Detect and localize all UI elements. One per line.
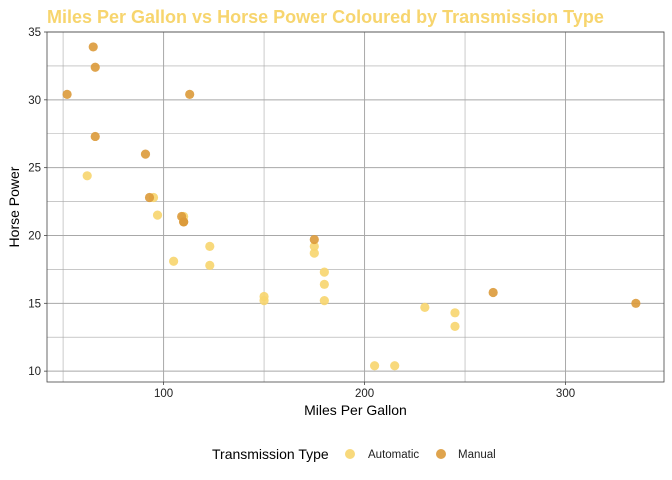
- data-point-automatic: [169, 256, 179, 266]
- x-axis: 100 200 300: [154, 382, 575, 400]
- y-tick-label: 10: [28, 366, 41, 378]
- chart-title: Miles Per Gallon vs Horse Power Coloured…: [47, 7, 604, 27]
- y-axis-title: Horse Power: [6, 166, 22, 247]
- legend-label-automatic: Automatic: [368, 449, 419, 461]
- data-point-manual: [631, 298, 641, 308]
- data-point-manual: [140, 149, 151, 159]
- data-points: [62, 42, 641, 371]
- grid: [47, 31, 664, 382]
- data-point-manual: [62, 89, 72, 100]
- y-tick-label: 30: [28, 95, 41, 107]
- data-point-automatic: [450, 321, 460, 331]
- legend: Transmission Type Automatic Manual: [212, 446, 496, 462]
- data-point-manual: [177, 211, 187, 222]
- legend-title: Transmission Type: [212, 446, 329, 462]
- data-point-automatic: [205, 260, 215, 270]
- data-point-manual: [185, 89, 195, 100]
- y-tick-label: 20: [28, 230, 41, 242]
- y-tick-label: 15: [28, 298, 41, 310]
- x-tick-label: 100: [154, 388, 173, 400]
- data-point-manual: [309, 234, 319, 245]
- data-point-automatic: [319, 296, 329, 306]
- legend-key-manual: [436, 449, 446, 459]
- x-tick-label: 300: [556, 388, 575, 400]
- data-point-manual: [90, 131, 100, 142]
- y-tick-label: 25: [28, 163, 41, 175]
- data-point-automatic: [82, 171, 92, 181]
- x-axis-title: Miles Per Gallon: [304, 402, 407, 418]
- data-point-automatic: [309, 241, 319, 251]
- data-point-automatic: [205, 241, 215, 251]
- data-point-manual: [488, 287, 498, 298]
- data-point-automatic: [450, 308, 460, 318]
- data-point-manual: [88, 42, 98, 52]
- data-point-automatic: [309, 248, 319, 258]
- y-tick-label: 35: [28, 27, 41, 39]
- data-point-automatic: [259, 296, 269, 306]
- x-tick-label: 200: [355, 388, 374, 400]
- plot-panel-border: [46, 31, 665, 383]
- data-point-automatic: [420, 302, 430, 312]
- legend-key-automatic: [345, 449, 355, 459]
- y-axis: 10 15 20 25 30 35: [28, 27, 47, 378]
- data-point-manual: [90, 62, 100, 72]
- data-point-automatic: [390, 361, 400, 371]
- data-point-automatic: [319, 279, 329, 289]
- data-point-automatic: [152, 210, 163, 220]
- data-point-manual: [144, 192, 155, 203]
- legend-label-manual: Manual: [458, 449, 496, 461]
- data-point-automatic: [369, 361, 380, 371]
- data-point-automatic: [319, 267, 329, 277]
